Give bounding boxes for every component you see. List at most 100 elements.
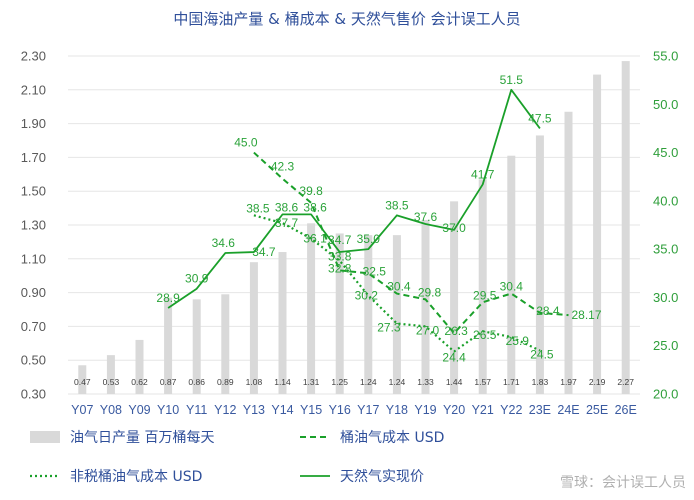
x-tick-label: Y07 — [71, 403, 93, 417]
right-tick-label: 30.0 — [653, 290, 678, 305]
bar-value-label: 1.83 — [532, 377, 549, 387]
bar-value-label: 0.89 — [217, 377, 234, 387]
x-tick-label: Y19 — [414, 403, 436, 417]
bar — [364, 235, 373, 394]
x-tick-label: Y16 — [329, 403, 351, 417]
bar-labels: 0.47 0.53 0.62 0.87 0.86 0.89 1.08 1.14 1.31 1.25… — [74, 377, 634, 387]
x-tick-label: Y12 — [214, 403, 236, 417]
bar — [164, 297, 173, 394]
data-point-label: 32.5 — [363, 264, 387, 278]
bar — [106, 355, 115, 394]
bar — [307, 223, 316, 394]
right-tick-label: 40.0 — [653, 193, 678, 208]
bar-value-label: 1.25 — [331, 377, 348, 387]
data-point-label: 32.8 — [328, 261, 352, 275]
bar — [249, 262, 258, 394]
data-point-label: 27.3 — [377, 321, 401, 335]
data-point-label: 28.17 — [571, 308, 601, 322]
data-point-label: 34.7 — [328, 233, 352, 247]
data-point-label: 38.6 — [303, 200, 327, 214]
data-point-label: 30.4 — [500, 280, 524, 294]
x-tick-label: Y09 — [128, 403, 150, 417]
data-point-label: 27.0 — [416, 323, 440, 337]
data-point-label: 51.5 — [500, 73, 524, 87]
data-point-label: 39.8 — [299, 184, 323, 198]
bar — [135, 339, 144, 394]
bar-value-label: 1.24 — [389, 377, 406, 387]
data-point-label: 38.6 — [275, 200, 299, 214]
right-tick-label: 45.0 — [653, 145, 678, 160]
bar-value-label: 0.62 — [131, 377, 148, 387]
legend-label: 桶油气成本 USD — [340, 430, 444, 446]
data-point-label: 37.7 — [275, 216, 299, 230]
x-tick-label: 23E — [529, 403, 551, 417]
bar — [535, 135, 544, 394]
bar-value-label: 1.57 — [474, 377, 491, 387]
bar — [392, 235, 401, 394]
bar-value-label: 0.87 — [160, 377, 177, 387]
data-point-label: 26.5 — [473, 328, 497, 342]
bar-value-label: 1.33 — [417, 377, 434, 387]
bars — [78, 61, 630, 395]
left-tick-label: 1.10 — [21, 251, 46, 266]
data-point-label: 33.8 — [328, 250, 352, 264]
point-labels: 45.042.339.832.8 32.530.4 29.826.329.530.4… — [156, 73, 601, 365]
left-tick-label: 0.30 — [21, 387, 46, 402]
data-point-label: 45.0 — [234, 136, 258, 150]
x-tick-label: Y15 — [300, 403, 322, 417]
lines — [167, 88, 569, 353]
x-tick-label: 25E — [586, 403, 608, 417]
series-line — [253, 214, 541, 353]
watermark: 雪球：会计误工人员 — [560, 475, 686, 491]
legend-label: 天然气实现价 — [340, 468, 424, 485]
x-tick-label: Y18 — [386, 403, 408, 417]
data-point-label: 29.5 — [473, 288, 497, 302]
bar — [78, 365, 87, 394]
left-tick-label: 0.50 — [21, 353, 46, 368]
series-line — [253, 151, 569, 335]
bar — [507, 155, 516, 394]
bar — [450, 201, 459, 394]
left-tick-label: 1.70 — [21, 150, 46, 165]
data-point-label: 38.5 — [385, 198, 409, 212]
data-point-label: 26.3 — [444, 324, 468, 338]
data-point-label: 37.0 — [442, 221, 466, 235]
x-tick-label: Y21 — [472, 403, 494, 417]
data-point-label: 38.5 — [246, 201, 270, 215]
bar — [593, 74, 602, 394]
data-point-label: 24.5 — [530, 348, 554, 362]
bar — [221, 294, 230, 394]
right-tick-label: 55.0 — [653, 49, 678, 64]
bar-value-label: 1.31 — [303, 377, 320, 387]
right-tick-label: 50.0 — [653, 97, 678, 112]
legend-label: 油气日产量 百万桶每天 — [70, 430, 214, 446]
data-point-label: 30.9 — [185, 272, 209, 286]
data-point-label: 24.4 — [442, 351, 466, 365]
chart-title: 中国海油产量 & 桶成本 & 天然气售价 会计误工人员 — [173, 10, 520, 28]
right-tick-label: 25.0 — [653, 338, 678, 353]
left-tick-label: 0.70 — [21, 319, 46, 334]
bar-value-label: 1.14 — [274, 377, 291, 387]
left-tick-label: 2.10 — [21, 82, 46, 97]
data-point-label: 28.4 — [536, 304, 560, 318]
bar — [421, 219, 430, 394]
data-point-label: 42.3 — [271, 160, 295, 174]
bar — [478, 179, 487, 394]
bar-value-label: 1.97 — [560, 377, 577, 387]
right-tick-label: 20.0 — [653, 387, 678, 402]
gridlines — [68, 55, 640, 395]
data-point-label: 34.6 — [212, 236, 236, 250]
legend-label: 非税桶油气成本 USD — [70, 469, 202, 485]
bar — [621, 61, 630, 394]
bar — [335, 233, 344, 394]
x-tick-label: Y11 — [186, 403, 207, 417]
data-point-label: 25.9 — [506, 334, 530, 348]
left-tick-label: 1.90 — [21, 116, 46, 131]
data-point-label: 34.7 — [252, 245, 276, 259]
bar-value-label: 1.71 — [503, 377, 520, 387]
bar — [278, 252, 287, 394]
series-line — [167, 88, 541, 309]
data-point-label: 29.8 — [418, 285, 442, 299]
data-point-label: 41.7 — [471, 167, 495, 181]
